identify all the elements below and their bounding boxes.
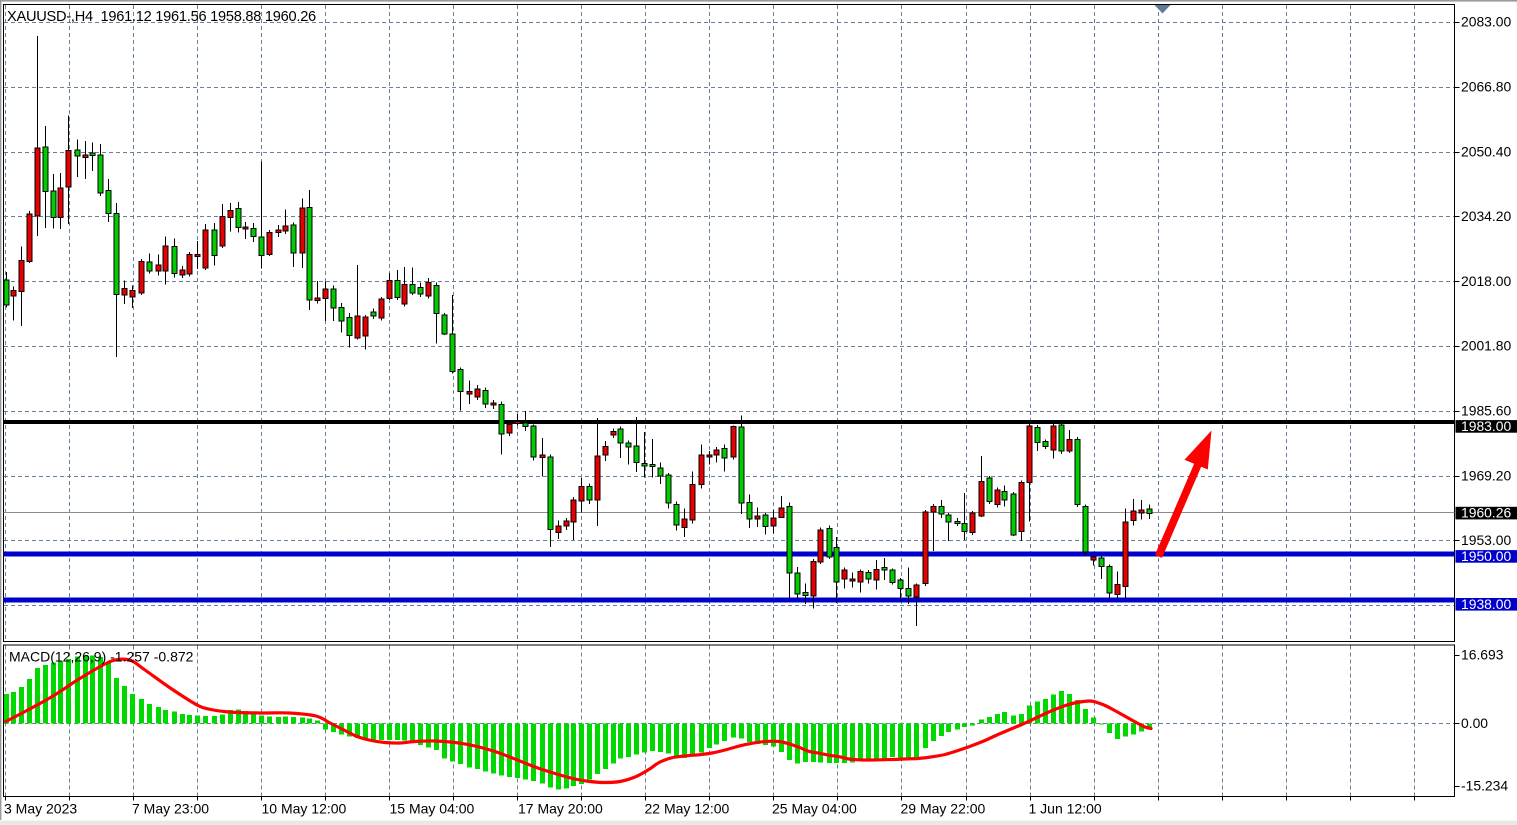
svg-text:1 Jun 12:00: 1 Jun 12:00 — [1029, 801, 1102, 817]
svg-text:1960.26: 1960.26 — [1461, 505, 1511, 521]
svg-text:29 May 22:00: 29 May 22:00 — [901, 801, 986, 817]
svg-text:1950.00: 1950.00 — [1461, 548, 1511, 564]
svg-text:MACD(12,26,9) -1.257 -0.872: MACD(12,26,9) -1.257 -0.872 — [9, 649, 194, 665]
svg-text:2083.00: 2083.00 — [1461, 14, 1511, 30]
svg-text:25 May 04:00: 25 May 04:00 — [772, 801, 857, 817]
svg-text:17 May 20:00: 17 May 20:00 — [518, 801, 603, 817]
svg-text:7 May 23:00: 7 May 23:00 — [132, 801, 209, 817]
svg-text:1969.20: 1969.20 — [1461, 467, 1511, 483]
svg-text:-15.234: -15.234 — [1461, 778, 1508, 794]
svg-text:15 May 04:00: 15 May 04:00 — [390, 801, 475, 817]
svg-text:3 May 2023: 3 May 2023 — [4, 801, 77, 817]
svg-text:XAUUSD-,H4 1961.12 1961.56 19: XAUUSD-,H4 1961.12 1961.56 1958.88 1960.… — [7, 9, 316, 25]
svg-text:2050.40: 2050.40 — [1461, 143, 1511, 159]
svg-text:1983.00: 1983.00 — [1461, 418, 1511, 434]
svg-text:2034.20: 2034.20 — [1461, 208, 1511, 224]
svg-text:22 May 12:00: 22 May 12:00 — [645, 801, 730, 817]
svg-text:1938.00: 1938.00 — [1461, 596, 1511, 612]
svg-text:2066.80: 2066.80 — [1461, 79, 1511, 95]
svg-text:1985.60: 1985.60 — [1461, 403, 1511, 419]
svg-text:0.00: 0.00 — [1461, 715, 1488, 731]
svg-text:2018.00: 2018.00 — [1461, 273, 1511, 289]
svg-text:16.693: 16.693 — [1461, 647, 1504, 663]
svg-text:10 May 12:00: 10 May 12:00 — [262, 801, 347, 817]
svg-text:1953.00: 1953.00 — [1461, 532, 1511, 548]
svg-text:2001.80: 2001.80 — [1461, 338, 1511, 354]
